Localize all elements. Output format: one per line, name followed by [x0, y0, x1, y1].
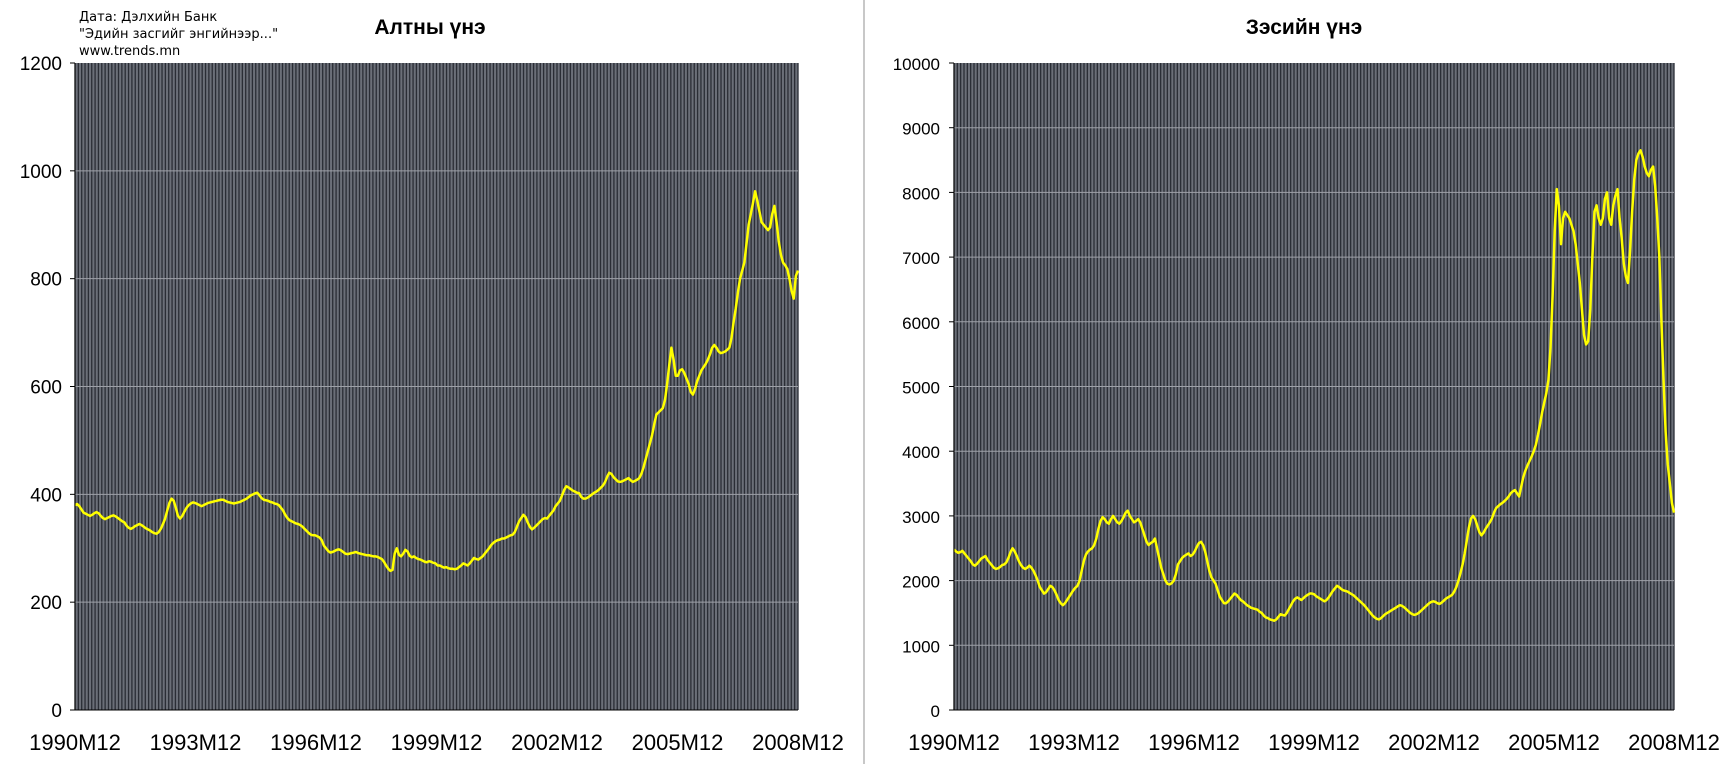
gold-horizontal-gridlines — [75, 170, 798, 603]
copper-price-series-line — [953, 149, 1676, 622]
gold-ytick-label: 400 — [30, 485, 62, 506]
gold-xtick-label: 1990M12 — [29, 730, 121, 755]
copper-ytick-label: 9000 — [902, 120, 940, 139]
copper-ytick-label: 5000 — [902, 379, 940, 398]
copper-xtick-label: 1993M12 — [1028, 730, 1120, 755]
copper-x-axis: 1990M12 1993M12 1996M12 1999M12 2002M12 2005M… — [908, 709, 1720, 755]
gold-ytick-label: 800 — [30, 270, 62, 291]
copper-ytick-label: 1000 — [902, 637, 940, 656]
gold-chart-title: Алтны үнэ — [374, 16, 485, 39]
copper-xtick-label: 1990M12 — [908, 730, 1000, 755]
gold-xtick-label: 2005M12 — [632, 730, 724, 755]
copper-xtick-label: 2002M12 — [1388, 730, 1480, 755]
gold-xtick-label: 1996M12 — [270, 730, 362, 755]
gold-ytick-label: 1000 — [20, 162, 62, 183]
copper-ytick-label: 3000 — [902, 508, 940, 527]
gold-price-series-line — [74, 190, 800, 573]
copper-xtick-label: 1999M12 — [1268, 730, 1360, 755]
gold-ytick-label: 0 — [51, 701, 62, 722]
gold-ytick-label: 600 — [30, 378, 62, 399]
copper-xtick-label: 2008M12 — [1628, 730, 1720, 755]
source-note-line-1: Дата: Дэлхийн Банк — [79, 10, 217, 25]
copper-ytick-label: 10000 — [893, 55, 940, 74]
copper-ytick-label: 6000 — [902, 314, 940, 333]
copper-ytick-label: 0 — [931, 702, 940, 721]
source-note-line-3: www.trends.mn — [79, 44, 180, 59]
gold-xtick-label: 1993M12 — [150, 730, 242, 755]
gold-ytick-label: 1200 — [20, 54, 62, 75]
copper-y-axis: 0 1000 2000 3000 4000 5000 6000 7000 8000 9000 100… — [893, 55, 955, 721]
copper-price-chart: Зэсийн үнэ 0 1000 2000 3000 4000 5000 6000 7000… — [893, 16, 1720, 755]
copper-horizontal-gridlines — [954, 127, 1674, 646]
gold-xtick-label: 2002M12 — [511, 730, 603, 755]
copper-chart-title: Зэсийн үнэ — [1246, 16, 1362, 39]
gold-ytick-label: 200 — [30, 593, 62, 614]
gold-x-axis: 1990M12 1993M12 1996M12 1999M12 2002M12 2005M… — [29, 709, 844, 755]
copper-xtick-label: 1996M12 — [1148, 730, 1240, 755]
gold-y-axis: 0 200 400 600 800 1000 1200 — [20, 54, 76, 722]
gold-xtick-label: 2008M12 — [752, 730, 844, 755]
source-note-line-2: "Эдийн засгийг энгийнээр..." — [79, 27, 278, 42]
copper-xtick-label: 2005M12 — [1508, 730, 1600, 755]
copper-ytick-label: 2000 — [902, 573, 940, 592]
copper-ytick-label: 4000 — [902, 443, 940, 462]
copper-ytick-label: 8000 — [902, 184, 940, 203]
copper-ytick-label: 7000 — [902, 249, 940, 268]
gold-xtick-label: 1999M12 — [391, 730, 483, 755]
